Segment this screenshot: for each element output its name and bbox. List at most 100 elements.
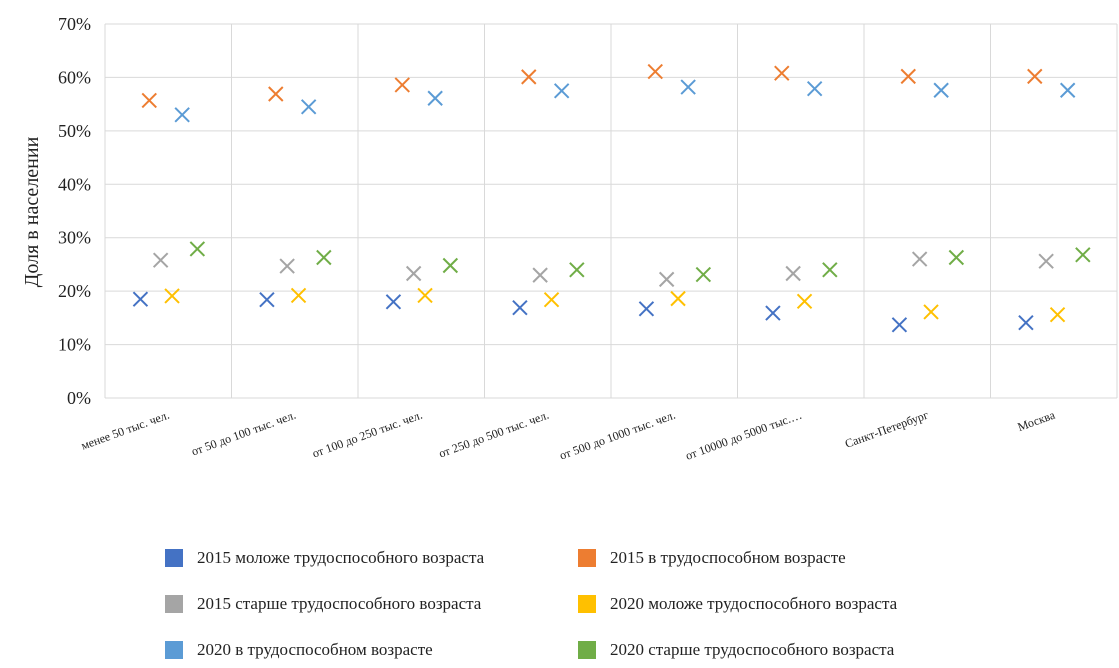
data-point [900,68,916,85]
data-point [1018,314,1034,331]
legend-item: 2015 моложе трудоспособного возраста [165,548,484,568]
marker-stroke [141,92,157,109]
data-point [259,291,275,308]
marker-stroke [658,271,675,288]
x-tick-label: менее 50 тыс. чел. [79,408,171,453]
marker-stroke [1038,253,1054,269]
marker-stroke [923,304,939,320]
marker-stroke [1018,314,1034,331]
marker-stroke [785,265,801,282]
data-point [174,107,190,123]
y-axis-label: Доля в населении [21,136,43,287]
data-point [405,265,422,282]
data-point [268,86,284,102]
data-point [911,251,928,267]
legend-swatch [578,641,596,659]
marker-stroke [417,287,433,304]
y-tick-label: 0% [67,388,91,408]
marker-stroke [1059,82,1076,98]
marker-stroke [532,267,548,283]
marker-stroke [1075,247,1091,263]
data-point [543,291,560,308]
marker-stroke [796,293,813,310]
data-point [417,287,433,304]
data-point [164,288,180,304]
data-point [189,241,206,257]
marker-stroke [268,86,284,102]
legend-label: 2020 старше трудоспособного возраста [610,640,895,659]
legend-item: 2015 в трудоспособном возрасте [578,548,846,568]
data-point [442,257,459,274]
y-tick-label: 10% [58,335,91,355]
y-tick-label: 20% [58,281,91,301]
data-point [553,83,570,99]
data-point [785,265,801,282]
data-point [316,249,332,266]
data-point [1075,247,1091,263]
marker-stroke [1049,306,1066,323]
legend-label: 2015 моложе трудоспособного возраста [197,548,485,567]
x-tick-label: Санкт-Петербург [843,408,930,451]
marker-stroke [543,291,560,308]
marker-stroke [174,107,190,123]
marker-stroke [900,68,916,85]
marker-stroke [164,288,180,304]
data-point [521,69,537,85]
marker-stroke [695,266,712,283]
y-tick-label: 30% [58,228,91,248]
data-point [806,80,823,97]
marker-stroke [933,82,949,98]
legend-label: 2015 в трудоспособном возрасте [610,548,846,567]
marker-stroke [891,317,908,333]
legend-swatch [165,595,183,613]
y-tick-label: 60% [58,67,91,87]
data-point [796,293,813,310]
data-point [1059,82,1076,98]
marker-stroke [132,291,149,307]
data-point [532,267,548,283]
legend-label: 2020 моложе трудоспособного возраста [610,594,898,613]
data-point [1027,68,1043,85]
marker-stroke [647,63,663,80]
marker-stroke [521,69,537,85]
marker-stroke [279,258,295,274]
data-point [680,79,696,95]
data-point [891,317,908,333]
data-point [647,63,663,80]
marker-stroke [911,251,928,267]
data-point [822,262,838,278]
y-tick-label: 40% [58,174,91,194]
x-tick-label: от 250 до 500 тыс. чел. [437,408,551,461]
marker-stroke [948,249,965,266]
data-point [695,266,712,283]
marker-stroke [569,262,585,278]
legend-swatch [578,549,596,567]
x-tick-label: от 10000 до 5000 тыс.… [684,408,804,463]
marker-stroke [300,99,317,115]
scatter-chart: 0% 10% 20% 30% 40% 50% 60% 70% менее 50 тыс. че… [21,14,1118,463]
data-point [300,99,317,115]
marker-stroke [405,265,422,282]
x-tick-labels: менее 50 тыс. чел. от 50 до 100 тыс. чел.… [79,407,1057,462]
marker-stroke [385,294,402,310]
data-point [427,90,443,106]
marker-stroke [553,83,570,99]
marker-stroke [638,301,655,317]
data-point [948,249,965,266]
legend-label: 2020 в трудоспособном возрасте [197,640,433,659]
marker-stroke [806,80,823,97]
marker-stroke [774,65,790,81]
x-tick-label: от 500 до 1000 тыс. чел. [558,408,678,463]
data-point [765,305,781,321]
marker-stroke [822,262,838,278]
data-points [132,63,1091,333]
marker-stroke [427,90,443,106]
data-point [1049,306,1066,323]
y-tick-labels: 0% 10% 20% 30% 40% 50% 60% 70% [58,14,91,408]
legend-swatch [165,549,183,567]
x-tick-label: Москва [1016,407,1058,434]
marker-stroke [259,291,275,308]
marker-stroke [152,252,169,268]
data-point [279,258,295,274]
y-tick-label: 70% [58,14,91,34]
